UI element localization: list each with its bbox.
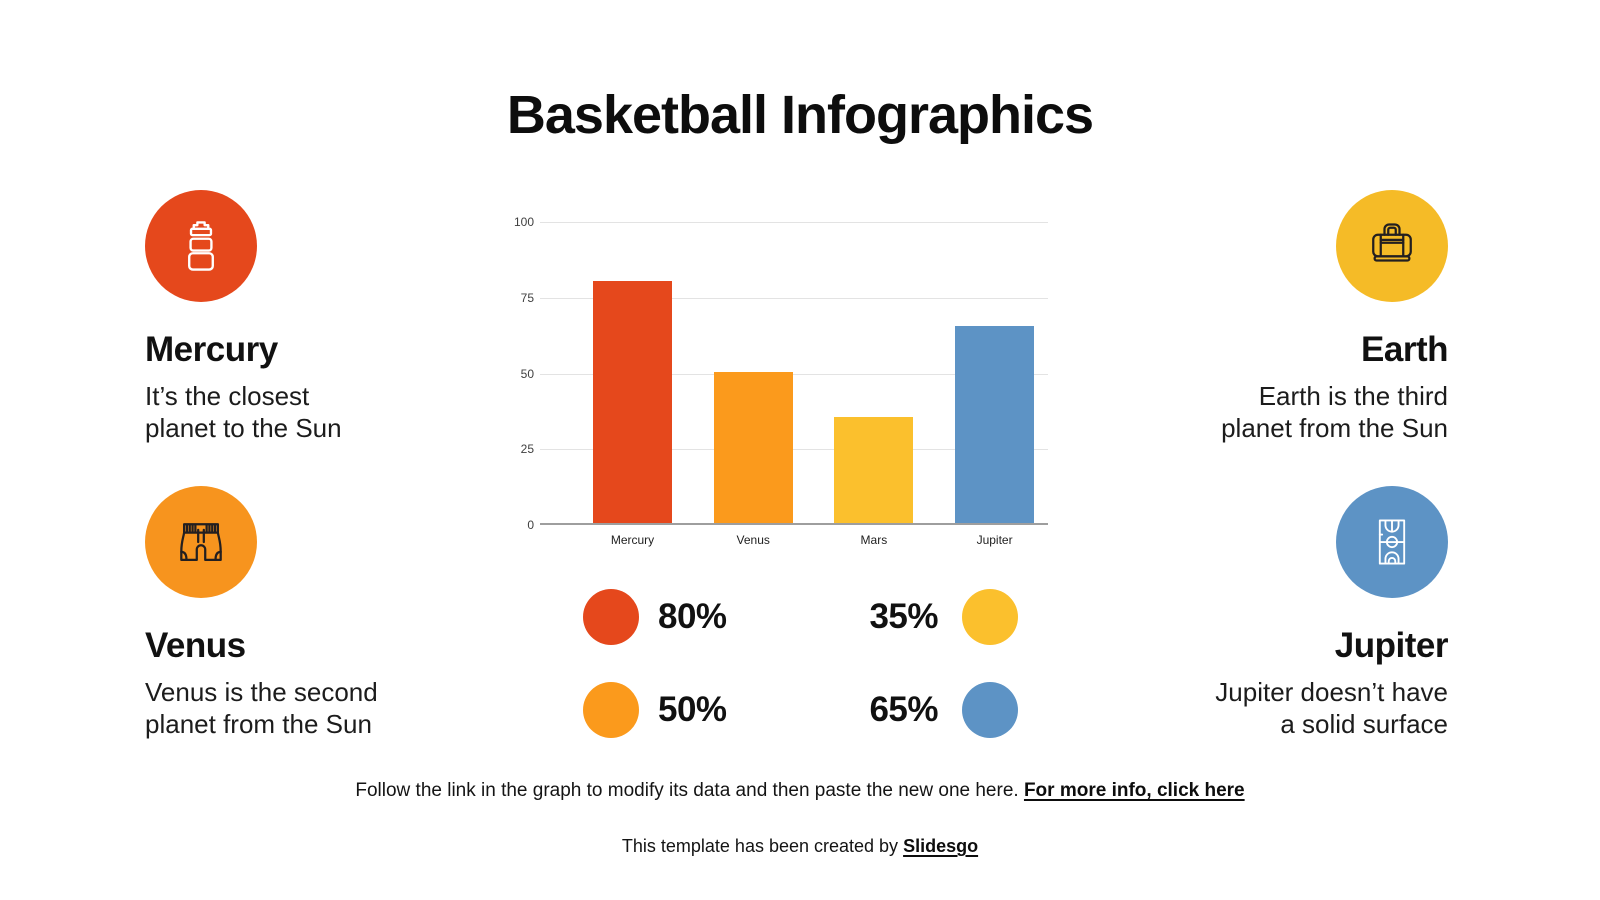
planet-description: Earth is the third planet from the Sun xyxy=(1148,380,1448,444)
planet-icon-circle xyxy=(1336,486,1448,598)
legend-item: 80% xyxy=(583,589,727,645)
planet-description: Jupiter doesn’t have a solid surface xyxy=(1148,676,1448,740)
planet-name: Mercury xyxy=(145,330,278,369)
planet-desc-line: Venus is the second xyxy=(145,677,378,707)
gridline xyxy=(540,297,1048,299)
planet-card-venus: Venus Venus is the second planet from th… xyxy=(145,486,445,740)
legend-label: 65% xyxy=(869,690,938,729)
planet-desc-line: Earth is the third xyxy=(1258,381,1448,411)
water-bottle-icon xyxy=(188,221,214,271)
credit-plain-text: This template has been created by xyxy=(621,836,899,856)
x-tick-label: Venus xyxy=(736,533,770,547)
bar-venus xyxy=(713,371,793,523)
y-tick-label: 25 xyxy=(520,442,534,457)
gridline xyxy=(540,449,1048,451)
planet-card-mercury: Mercury It’s the closest planet to the S… xyxy=(145,190,445,444)
bar-jupiter xyxy=(955,326,1035,523)
planet-desc-line: It’s the closest xyxy=(145,381,310,411)
legend-item: 65% xyxy=(869,682,1018,738)
y-tick-label: 75 xyxy=(520,290,534,305)
planet-card-earth: Earth Earth is the third planet from the… xyxy=(1148,190,1449,444)
gridline xyxy=(540,222,1048,223)
legend-dot xyxy=(962,682,1018,738)
credit-text: This template has been created by Slides… xyxy=(0,836,1600,857)
instruction-plain-text: Follow the link in the graph to modify i… xyxy=(355,780,1019,801)
bar-mercury xyxy=(593,280,672,523)
y-tick-label: 0 xyxy=(527,518,534,532)
legend-label: 80% xyxy=(658,597,727,636)
x-tick-label: Mercury xyxy=(610,533,655,547)
planet-desc-line: planet from the Sun xyxy=(145,709,372,739)
basketball-shorts-icon xyxy=(180,523,222,561)
planet-description: Venus is the second planet from the Sun xyxy=(145,676,445,740)
basketball-court-icon xyxy=(1378,519,1406,565)
planet-card-jupiter: Jupiter Jupiter doesn’t have a solid sur… xyxy=(1148,486,1449,740)
bar-chart-plot: Mercury Venus Mars Jupiter xyxy=(540,222,1048,547)
planet-desc-line: Jupiter doesn’t have xyxy=(1215,677,1448,707)
legend-label: 50% xyxy=(658,690,727,729)
planet-icon-circle xyxy=(1336,190,1448,302)
x-tick-label: Jupiter xyxy=(976,533,1013,547)
planet-name: Earth xyxy=(1361,330,1448,369)
page-title: Basketball Infographics xyxy=(506,85,1094,145)
planet-icon-circle xyxy=(145,486,257,598)
chart-y-axis-labels: 0 25 50 75 100 xyxy=(486,215,534,532)
y-tick-label: 50 xyxy=(520,366,534,381)
planet-description: It’s the closest planet to the Sun xyxy=(145,380,445,444)
x-tick-label: Mars xyxy=(860,533,888,547)
planet-desc-line: planet from the Sun xyxy=(1221,413,1448,443)
y-tick-label: 100 xyxy=(513,215,534,229)
more-info-link[interactable]: For more info, click here xyxy=(1023,780,1245,801)
chart-legend: 80% 50% 35% 65% xyxy=(540,585,1048,755)
legend-dot xyxy=(583,589,639,645)
gridline xyxy=(540,373,1048,375)
instruction-text: Follow the link in the graph to modify i… xyxy=(0,780,1600,802)
planet-name: Jupiter xyxy=(1334,626,1449,665)
duffel-bag-icon xyxy=(1372,223,1412,262)
planet-name: Venus xyxy=(145,626,246,665)
slidesgo-link[interactable]: Slidesgo xyxy=(903,836,979,856)
planet-icon-circle xyxy=(145,190,257,302)
legend-dot xyxy=(962,589,1018,645)
legend-item: 35% xyxy=(869,589,1018,645)
legend-item: 50% xyxy=(583,682,727,738)
legend-label: 35% xyxy=(869,597,938,636)
legend-dot xyxy=(583,682,639,738)
planet-desc-line: a solid surface xyxy=(1280,709,1448,739)
bar-mars xyxy=(834,416,914,523)
planet-desc-line: planet to the Sun xyxy=(145,413,342,443)
